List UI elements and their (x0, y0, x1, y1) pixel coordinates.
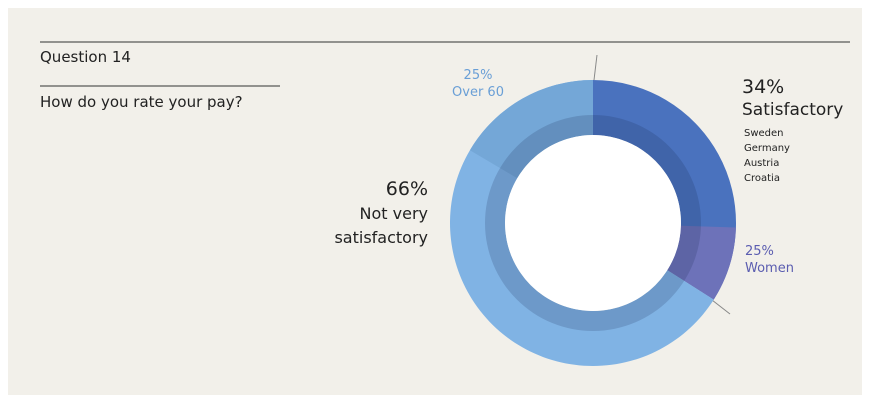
category-label: Satisfactory (742, 100, 844, 120)
subgroup-segment (469, 80, 593, 179)
country: Germany (744, 143, 790, 154)
country: Sweden (744, 128, 784, 139)
subgroup-name: Women (745, 261, 794, 276)
country: Austria (744, 158, 780, 169)
donut-hole (505, 135, 681, 311)
country-list: Sweden Germany Austria Croatia (744, 126, 790, 186)
leader-line (593, 54, 598, 81)
category-label: Not very satisfactory (334, 204, 428, 247)
value-label: 66% (385, 178, 428, 200)
subgroup-segment (667, 225, 736, 300)
subgroup-value: 25% (463, 68, 493, 83)
chart-subtitle: How do you rate your pay? (40, 93, 243, 111)
chart-title: Question 14 (40, 48, 131, 66)
country: Croatia (744, 173, 780, 184)
subgroup-label: 25% Over 60 (438, 67, 518, 101)
value-label: 34% (742, 76, 785, 98)
subgroup-value: 25% (745, 244, 774, 259)
subgroup-label: 25% Women (745, 243, 794, 277)
leader-line (711, 299, 731, 315)
subgroup-name: Over 60 (452, 85, 504, 100)
